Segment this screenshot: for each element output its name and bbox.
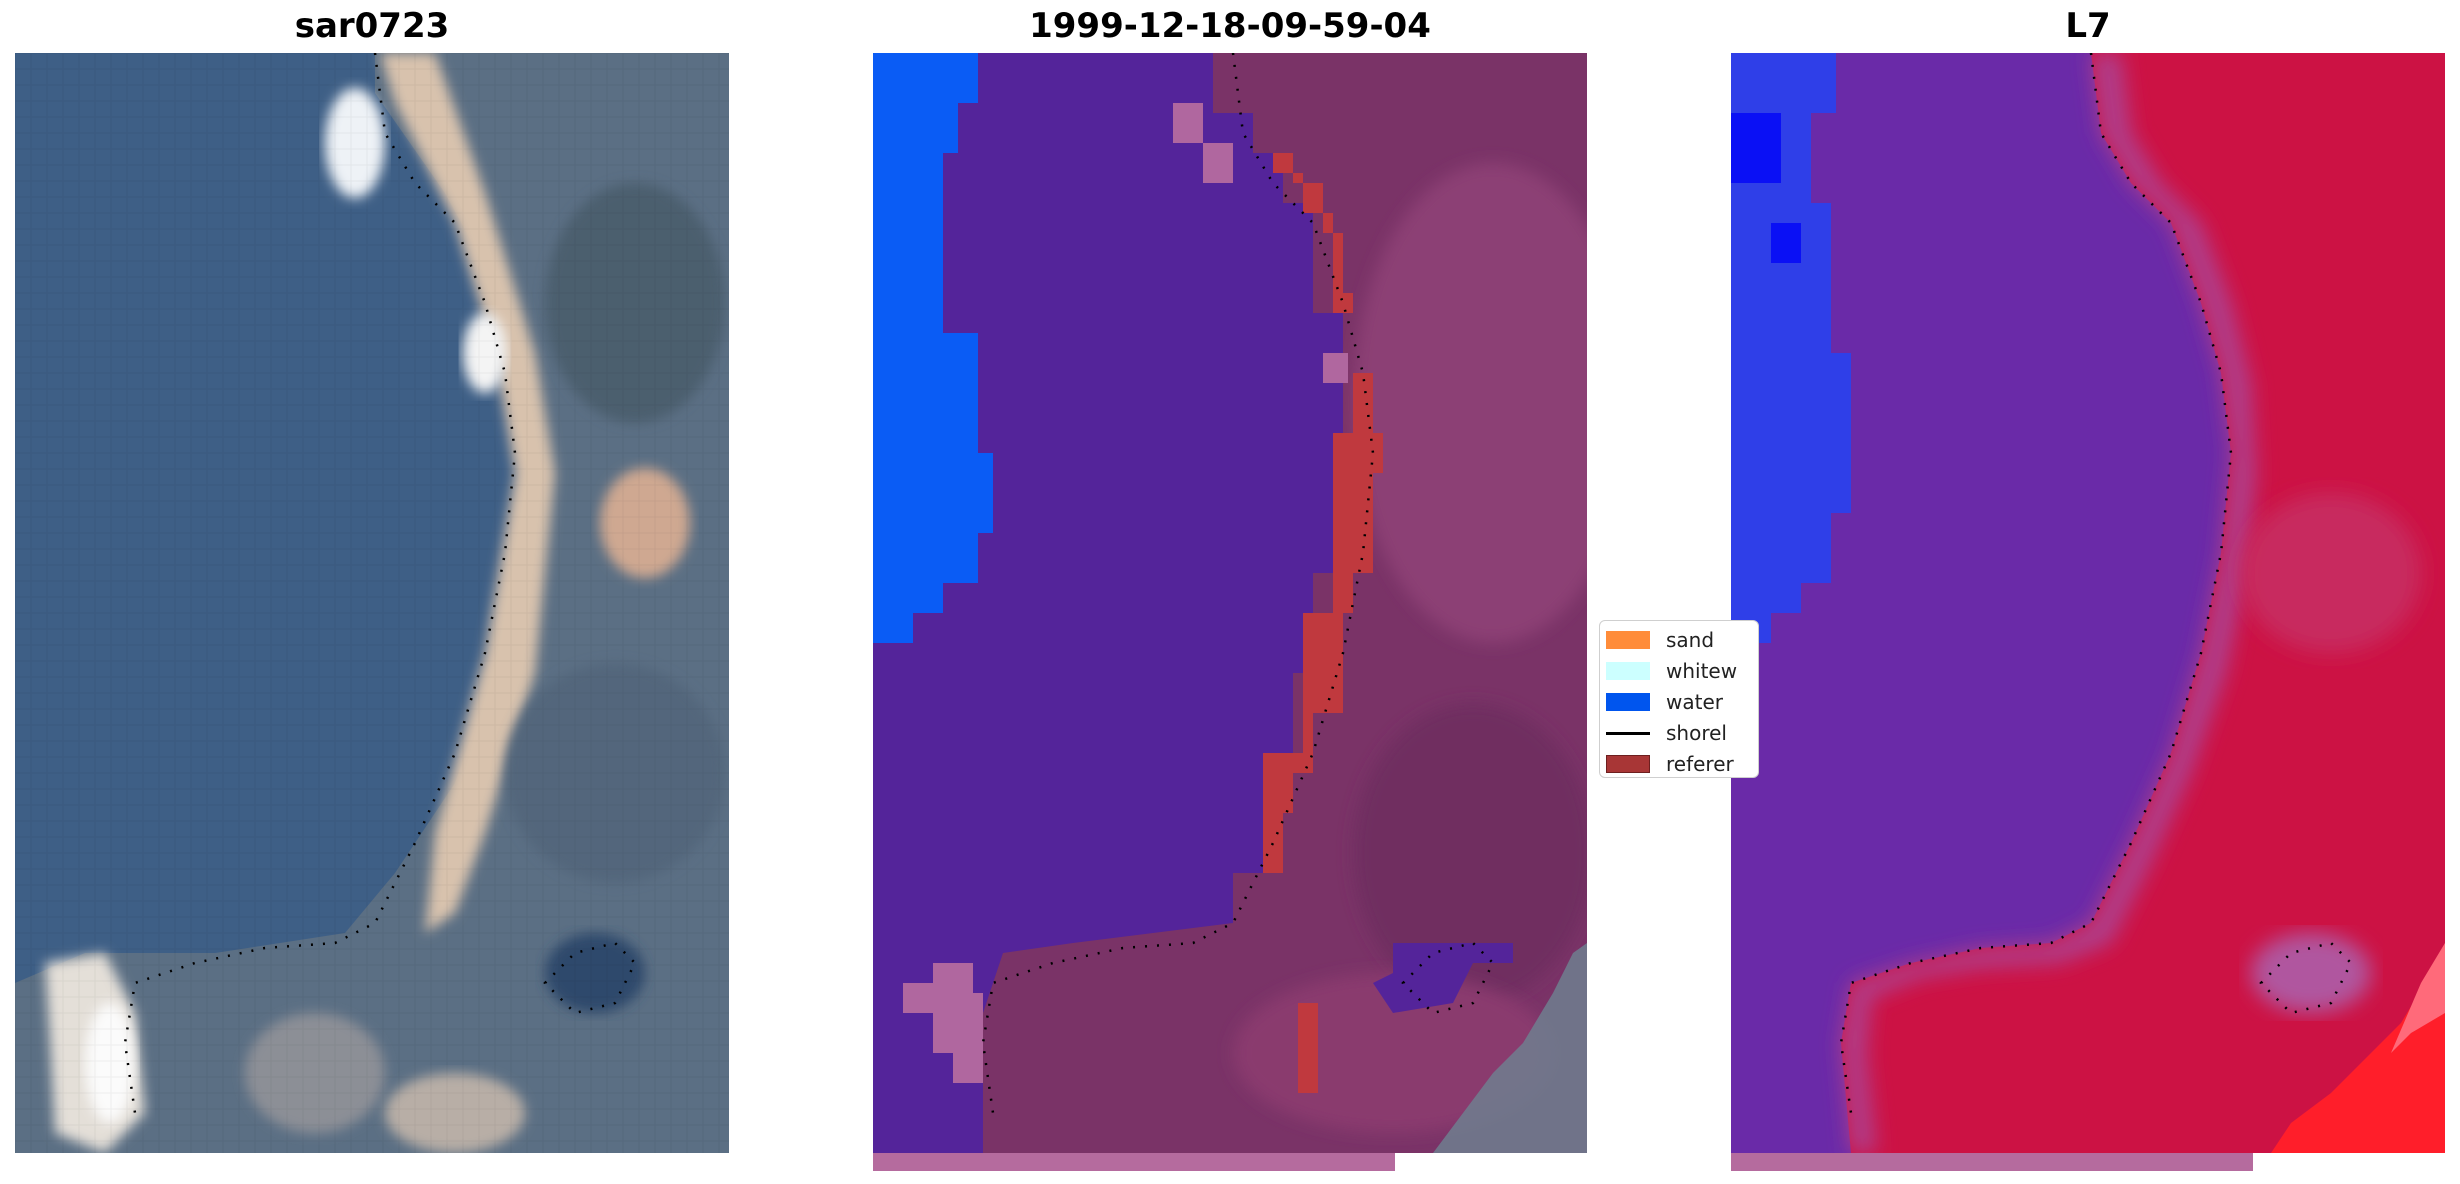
legend-label-sand: sand: [1666, 628, 1715, 652]
legend: sand whitew water shorel referer: [1599, 620, 1759, 778]
legend-label-reference: referer: [1666, 752, 1734, 776]
legend-item-reference: referer: [1606, 751, 1734, 777]
legend-label-water: water: [1666, 690, 1723, 714]
panel-title-classification: 1999-12-18-09-59-04: [1029, 6, 1431, 46]
legend-item-shoreline: shorel: [1606, 720, 1727, 746]
legend-label-whitewater: whitew: [1666, 659, 1738, 683]
legend-item-sand: sand: [1606, 627, 1714, 653]
panel-title-rgb: sar0723: [294, 6, 450, 46]
legend-swatch-reference: [1606, 755, 1650, 773]
index-image: [1731, 53, 2445, 1153]
legend-swatch-sand: [1606, 631, 1650, 649]
rgb-satellite-image: [15, 53, 729, 1153]
classification-bottom-strip: [873, 1153, 1395, 1171]
legend-line-shoreline: [1606, 731, 1650, 735]
legend-swatch-whitewater: [1606, 662, 1650, 680]
panel-title-index: L7: [2065, 6, 2111, 46]
legend-item-water: water: [1606, 689, 1723, 715]
legend-label-shoreline: shorel: [1666, 721, 1727, 745]
index-bottom-strip: [1731, 1153, 2253, 1171]
classification-image: [873, 53, 1587, 1153]
legend-item-whitewater: whitew: [1606, 658, 1737, 684]
legend-swatch-water: [1606, 693, 1650, 711]
